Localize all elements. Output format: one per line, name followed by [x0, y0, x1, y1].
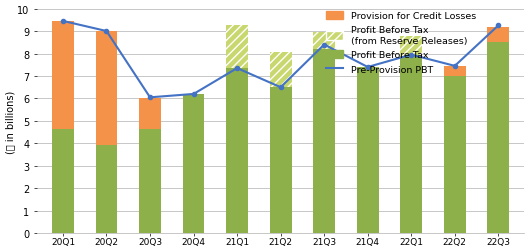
Bar: [270, 88, 292, 233]
Bar: [444, 67, 466, 77]
Bar: [226, 69, 248, 233]
Bar: [400, 56, 422, 233]
Bar: [313, 50, 335, 233]
Bar: [357, 68, 378, 233]
Bar: [95, 32, 117, 145]
Bar: [313, 33, 335, 50]
Bar: [270, 53, 292, 88]
Y-axis label: (Ⓢ in billions): (Ⓢ in billions): [5, 90, 15, 153]
Bar: [488, 43, 509, 233]
Legend: Provision for Credit Losses, Profit Before Tax
(from Reserve Releases), Profit B: Provision for Credit Losses, Profit Befo…: [324, 10, 478, 77]
Bar: [444, 77, 466, 233]
Bar: [183, 94, 205, 233]
Bar: [226, 26, 248, 69]
Bar: [139, 99, 161, 129]
Bar: [95, 145, 117, 233]
Bar: [400, 36, 422, 56]
Bar: [139, 129, 161, 233]
Bar: [52, 22, 74, 129]
Bar: [52, 129, 74, 233]
Bar: [488, 27, 509, 43]
